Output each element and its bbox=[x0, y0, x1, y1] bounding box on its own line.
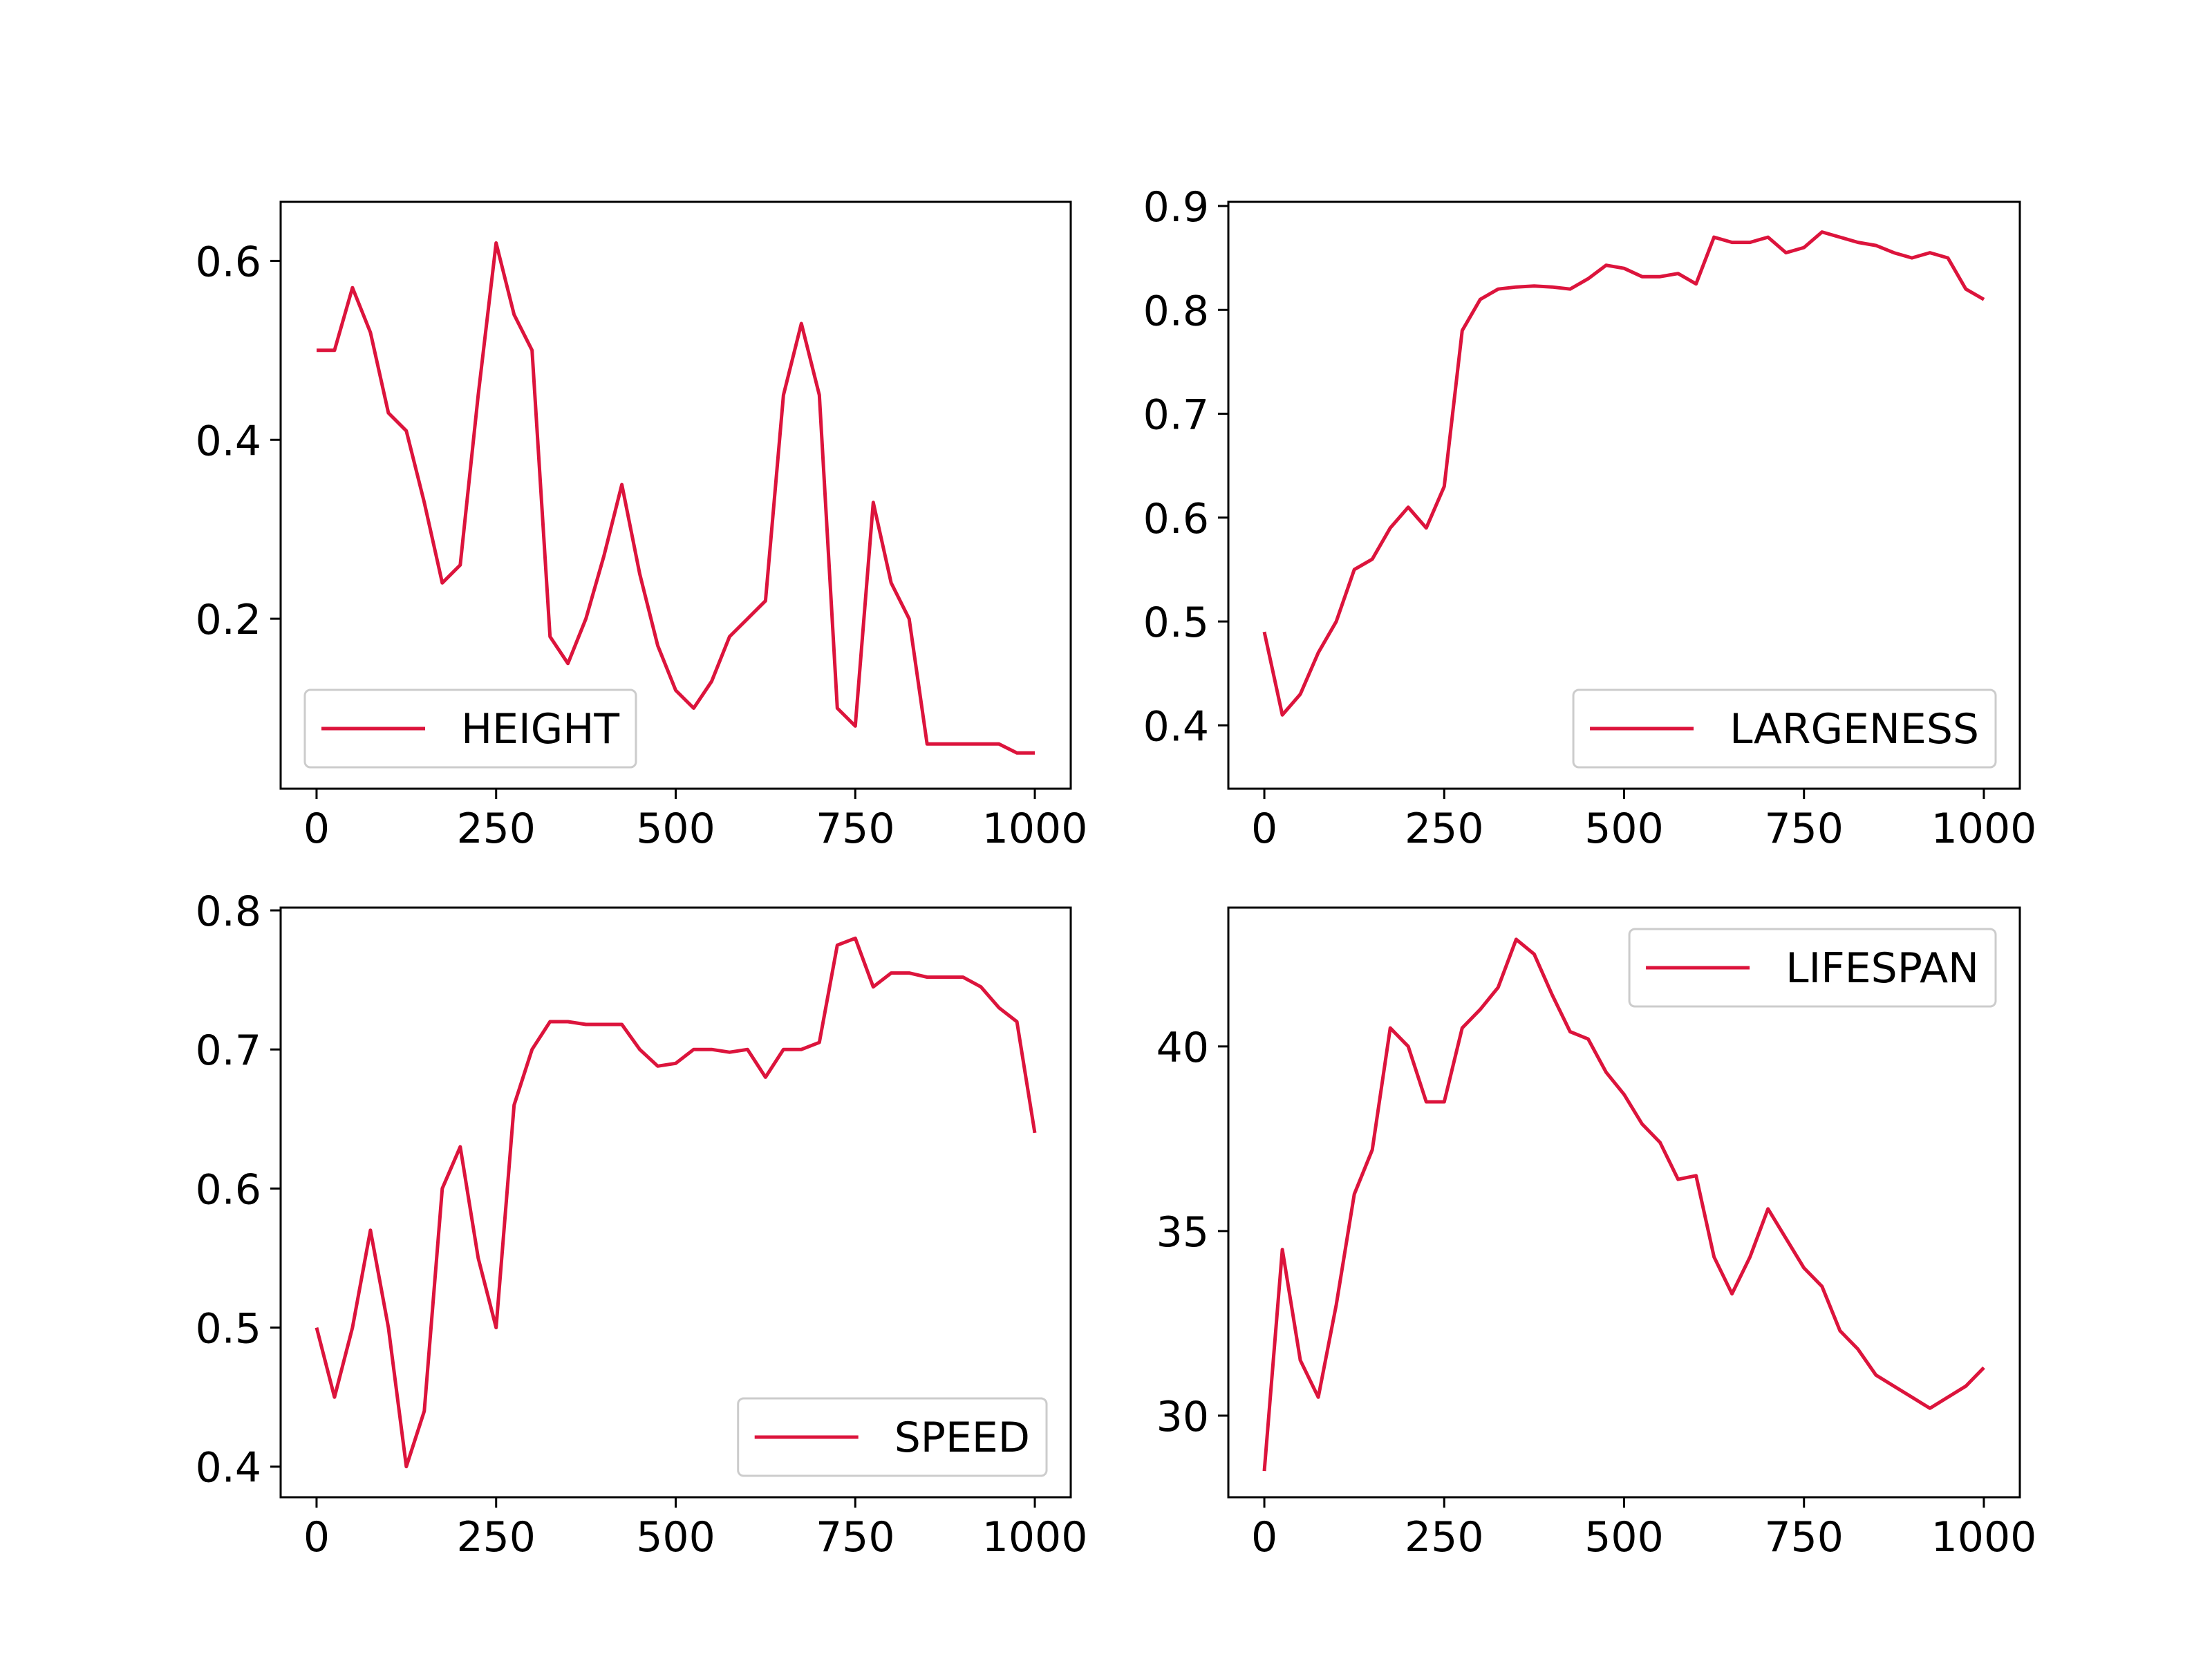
legend: HEIGHT bbox=[303, 688, 637, 769]
legend-label: LARGENESS bbox=[1730, 705, 1979, 753]
y-tick-label: 0.6 bbox=[1143, 495, 1209, 543]
x-tick-label: 250 bbox=[1405, 1513, 1484, 1562]
data-line bbox=[1262, 937, 1985, 1472]
y-tick-label: 0.4 bbox=[1143, 702, 1209, 751]
legend-box bbox=[737, 1397, 1048, 1477]
legend-label: LIFESPAN bbox=[1785, 944, 1979, 993]
y-tick-label: 0.5 bbox=[196, 1305, 261, 1353]
y-tick-label: 0.6 bbox=[196, 1165, 261, 1214]
x-tick-label: 1000 bbox=[982, 805, 1088, 853]
y-tick-label: 0.8 bbox=[1143, 287, 1209, 335]
subplot: 0 250 500 750 1000 0.4 0.5 0.6 0.7 0.8 0.9 LARGENES… bbox=[1143, 183, 2037, 853]
legend-box bbox=[1628, 928, 1997, 1008]
plot-area bbox=[315, 936, 1037, 1469]
x-tick-label: 1000 bbox=[1931, 805, 2037, 853]
x-tick-label: 500 bbox=[1584, 1513, 1664, 1562]
subplot: 0 250 500 750 1000 30 35 40 LIFESPAN bbox=[1156, 906, 2037, 1562]
data-line bbox=[1262, 230, 1985, 717]
subplot: 0 250 500 750 1000 0.2 0.4 0.6 HEIGHT bbox=[196, 200, 1088, 853]
axes-frame bbox=[279, 906, 1072, 1499]
plot-area bbox=[317, 241, 1035, 755]
legend-box bbox=[303, 688, 637, 769]
x-tick-label: 0 bbox=[303, 805, 330, 853]
axes-frame bbox=[279, 200, 1072, 790]
y-tick-label: 0.7 bbox=[196, 1027, 261, 1075]
x-tick-label: 0 bbox=[303, 1513, 330, 1562]
y-tick-label: 0.6 bbox=[196, 238, 261, 286]
legend: SPEED bbox=[737, 1397, 1048, 1477]
x-tick-label: 1000 bbox=[982, 1513, 1088, 1562]
y-tick-label: 30 bbox=[1156, 1393, 1209, 1441]
legend: LARGENESS bbox=[1572, 688, 1997, 769]
y-tick-label: 0.8 bbox=[196, 888, 261, 936]
x-tick-label: 500 bbox=[636, 805, 715, 853]
x-tick-label: 250 bbox=[456, 805, 536, 853]
x-tick-label: 250 bbox=[456, 1513, 536, 1562]
x-tick-label: 250 bbox=[1405, 805, 1484, 853]
data-line bbox=[317, 241, 1035, 755]
legend-label: SPEED bbox=[894, 1414, 1030, 1462]
x-tick-label: 500 bbox=[1584, 805, 1664, 853]
x-tick-label: 750 bbox=[816, 1513, 895, 1562]
x-tick-label: 750 bbox=[816, 805, 895, 853]
y-tick-label: 0.7 bbox=[1143, 391, 1209, 440]
y-tick-label: 0.4 bbox=[196, 1444, 261, 1492]
data-line bbox=[315, 936, 1037, 1469]
subplot: 0 250 500 750 1000 0.4 0.5 0.6 0.7 0.8 SPEED bbox=[196, 888, 1088, 1562]
x-tick-label: 750 bbox=[1764, 805, 1844, 853]
y-tick-label: 0.9 bbox=[1143, 183, 1209, 232]
plot-area bbox=[1262, 937, 1985, 1472]
y-tick-label: 0.5 bbox=[1143, 599, 1209, 647]
x-tick-label: 500 bbox=[636, 1513, 715, 1562]
x-tick-label: 750 bbox=[1764, 1513, 1844, 1562]
y-tick-label: 35 bbox=[1156, 1208, 1209, 1257]
y-tick-label: 40 bbox=[1156, 1024, 1209, 1072]
legend-box bbox=[1572, 688, 1997, 769]
plot-area bbox=[1262, 230, 1985, 717]
y-tick-label: 0.2 bbox=[196, 596, 261, 644]
legend: LIFESPAN bbox=[1628, 928, 1997, 1008]
x-tick-label: 0 bbox=[1251, 1513, 1277, 1562]
x-tick-label: 1000 bbox=[1931, 1513, 2037, 1562]
axes-frame bbox=[1227, 200, 2021, 790]
legend-label: HEIGHT bbox=[461, 705, 619, 753]
y-tick-label: 0.4 bbox=[196, 417, 261, 465]
axes-frame bbox=[1227, 906, 2021, 1499]
x-tick-label: 0 bbox=[1251, 805, 1277, 853]
